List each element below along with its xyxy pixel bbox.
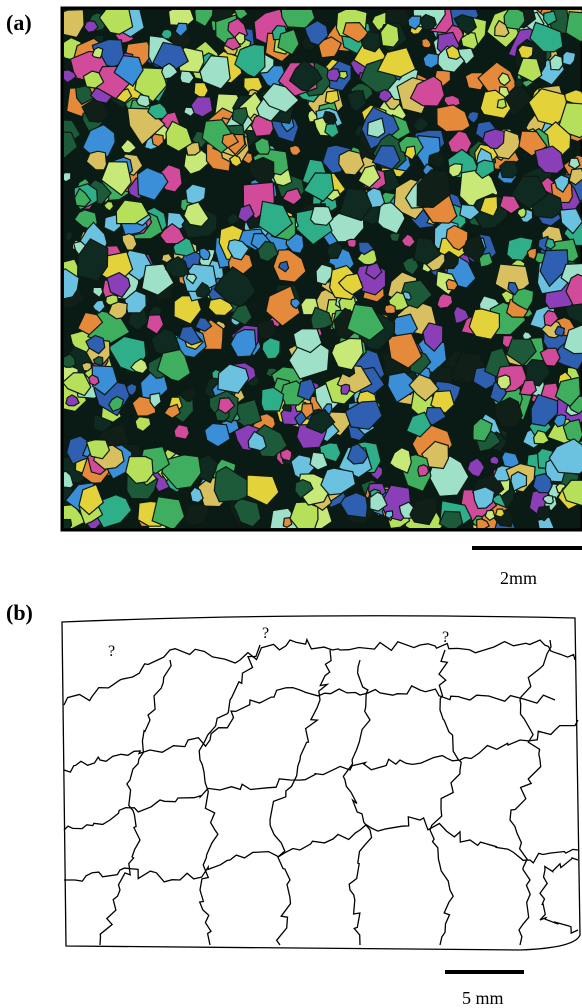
grain bbox=[423, 53, 438, 68]
panel-label: (a) bbox=[6, 10, 32, 35]
grain bbox=[500, 161, 519, 177]
grain bbox=[174, 425, 189, 440]
outline bbox=[62, 616, 580, 950]
grain bbox=[515, 79, 523, 88]
grain bbox=[280, 0, 315, 28]
grain bbox=[311, 206, 333, 225]
grain-boundary bbox=[540, 858, 578, 933]
grain-boundary bbox=[430, 650, 461, 945]
grain-boundary bbox=[343, 660, 371, 945]
grain bbox=[497, 375, 510, 389]
panel-label: (b) bbox=[6, 600, 33, 625]
grain-boundary bbox=[64, 720, 578, 830]
annotation: ? bbox=[262, 625, 269, 642]
grain-boundary-drawing bbox=[62, 616, 580, 950]
grain bbox=[385, 511, 393, 519]
grain bbox=[497, 99, 506, 108]
grain bbox=[137, 95, 151, 107]
grain-boundary bbox=[64, 817, 578, 882]
annotation: ? bbox=[108, 643, 115, 660]
grain-boundary bbox=[64, 686, 555, 772]
scale-bar-label: 5 mm bbox=[462, 988, 504, 1008]
grain bbox=[347, 239, 356, 247]
grain bbox=[82, 362, 92, 371]
annotation: ? bbox=[442, 629, 449, 646]
grain bbox=[385, 305, 396, 314]
grain bbox=[390, 233, 401, 242]
grain bbox=[418, 465, 429, 477]
figure: (a) 2mm (b) ? ? ? 5 mm bbox=[0, 0, 582, 1008]
grain bbox=[496, 509, 505, 517]
grain bbox=[490, 456, 499, 465]
grain-boundary bbox=[100, 660, 171, 945]
grain bbox=[54, 10, 84, 38]
page: {"panels": [ {"label": "(a)", "scale_bar… bbox=[0, 0, 582, 1008]
grain-boundary bbox=[199, 645, 260, 945]
grain bbox=[327, 69, 340, 82]
grain bbox=[518, 45, 533, 59]
scale-bar-label: 2mm bbox=[500, 568, 537, 588]
